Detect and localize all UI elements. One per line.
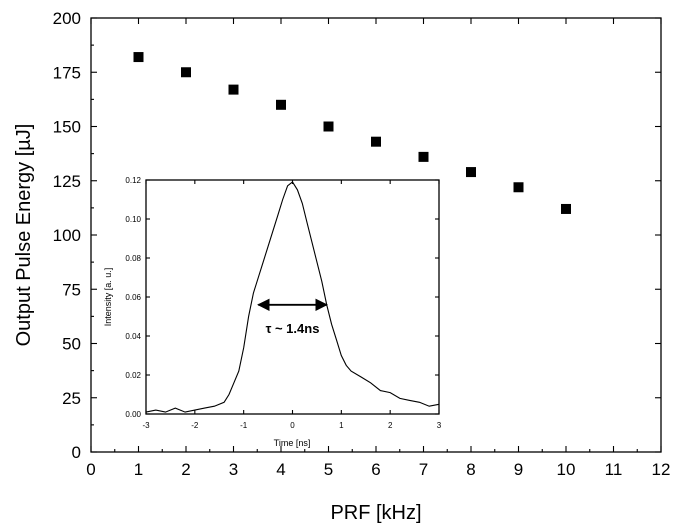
fwhm-annotation: τ ~ 1.4ns: [266, 321, 320, 336]
x-tick-label: 8: [466, 460, 475, 479]
main-data-points: [133, 52, 571, 214]
x-tick-label: 2: [181, 460, 190, 479]
x-tick-label: 10: [557, 460, 576, 479]
inset-y-tick-label: 0.12: [125, 176, 141, 185]
inset-y-tick-label: 0.10: [125, 215, 141, 224]
inset-plot: -3 -2 -1 0 1 2 3 0.00 0.02 0.04 0.06 0.08 0.10 0.12 τ…: [103, 176, 442, 448]
inset-y-tick-label: 0.04: [125, 332, 141, 341]
y-tick-label: 200: [53, 9, 81, 28]
inset-y-tick-label: 0.02: [125, 371, 141, 380]
data-point: [513, 182, 524, 193]
y-tick-label: 175: [53, 63, 81, 82]
y-tick-label: 125: [53, 172, 81, 191]
data-point: [561, 203, 571, 214]
inset-x-tick-label: 3: [437, 421, 442, 430]
x-tick-label: 5: [324, 460, 333, 479]
x-tick-label: 3: [229, 460, 238, 479]
x-tick-label: 6: [371, 460, 380, 479]
inset-x-tick-label: -1: [240, 421, 248, 430]
y-tick-label: 100: [53, 226, 81, 245]
x-tick-label: 4: [276, 460, 285, 479]
x-tick-label: 1: [134, 460, 143, 479]
inset-y-tick-label: 0.00: [125, 410, 141, 419]
inset-x-tick-label: 0: [290, 421, 295, 430]
x-tick-label: 12: [652, 460, 671, 479]
y-axis-title: Output Pulse Energy [µJ]: [13, 124, 35, 347]
data-point: [323, 121, 334, 132]
data-point: [371, 136, 381, 147]
data-point: [466, 167, 476, 178]
data-point: [133, 52, 144, 63]
inset-x-axis-title: Time [ns]: [274, 438, 311, 448]
inset-x-tick-label: -3: [142, 421, 150, 430]
x-tick-label: 11: [605, 460, 623, 479]
x-tick-label: 0: [86, 460, 95, 479]
inset-y-tick-label: 0.08: [125, 254, 141, 263]
x-axis-title: PRF [kHz]: [330, 502, 421, 524]
x-tick-label: 7: [419, 460, 428, 479]
inset-ticks: -3 -2 -1 0 1 2 3 0.00 0.02 0.04 0.06 0.08 0.10 0.12: [125, 176, 441, 430]
y-tick-label: 0: [72, 443, 81, 462]
data-point: [276, 99, 286, 110]
data-point: [181, 67, 191, 78]
y-tick-label: 50: [62, 335, 81, 354]
y-tick-label: 150: [53, 118, 81, 137]
inset-y-axis-title: Intensity [a. u.]: [103, 268, 113, 327]
inset-background: [146, 180, 439, 414]
inset-x-tick-label: 1: [339, 421, 344, 430]
inset-y-tick-label: 0.06: [125, 293, 141, 302]
y-tick-label: 25: [62, 389, 81, 408]
inset-pulse-curve: [145, 181, 440, 413]
inset-x-tick-label: 2: [388, 421, 393, 430]
data-point: [418, 151, 429, 162]
inset-x-tick-label: -2: [191, 421, 199, 430]
data-point: [228, 84, 239, 95]
y-tick-label: 75: [62, 280, 81, 299]
x-tick-label: 9: [514, 460, 523, 479]
